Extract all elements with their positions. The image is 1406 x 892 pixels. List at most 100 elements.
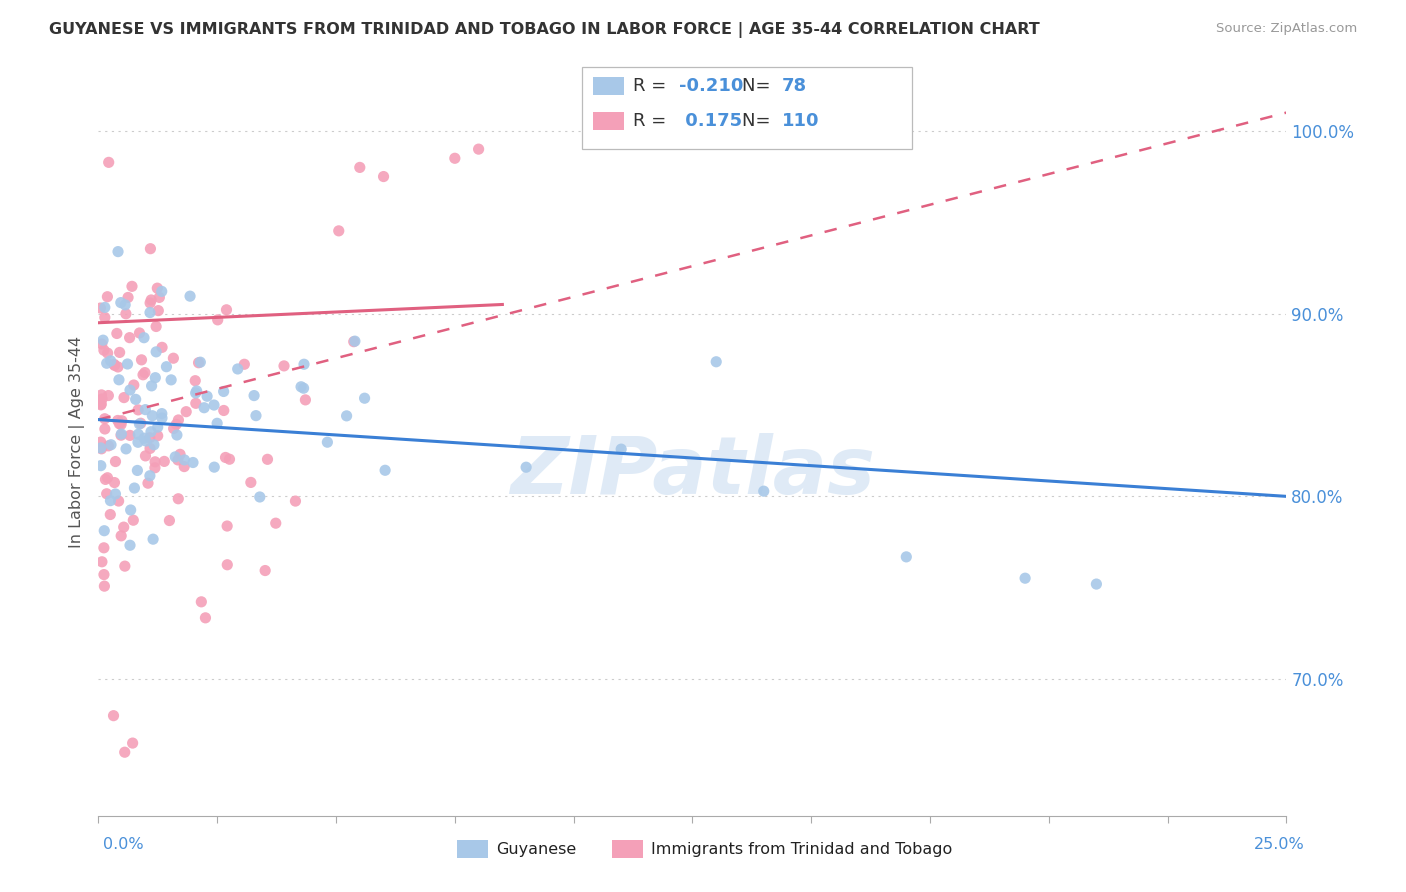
- Point: [127, 463, 149, 477]
- Point: [195, 389, 218, 403]
- Point: [122, 378, 145, 392]
- Point: [217, 519, 239, 533]
- Text: 0.0%: 0.0%: [103, 838, 143, 852]
- Point: [118, 428, 141, 442]
- Text: Source: ZipAtlas.com: Source: ZipAtlas.com: [1216, 22, 1357, 36]
- Point: [146, 281, 169, 295]
- Point: [148, 290, 170, 304]
- Point: [97, 346, 120, 360]
- Point: [128, 417, 150, 431]
- Point: [316, 435, 339, 450]
- Point: [217, 558, 239, 572]
- Point: [108, 417, 131, 431]
- Point: [96, 487, 118, 501]
- Point: [139, 305, 162, 319]
- Point: [139, 425, 162, 439]
- Text: 110: 110: [782, 112, 820, 130]
- Point: [328, 224, 350, 238]
- Point: [143, 370, 166, 384]
- Point: [173, 453, 195, 467]
- Point: [202, 398, 225, 412]
- Point: [141, 293, 163, 307]
- Point: [110, 295, 132, 310]
- Point: [215, 302, 238, 317]
- Point: [93, 343, 115, 358]
- Point: [179, 289, 201, 303]
- Point: [107, 494, 129, 508]
- Point: [115, 307, 138, 321]
- Point: [90, 435, 112, 450]
- Point: [142, 532, 165, 546]
- Point: [233, 357, 256, 371]
- Text: 0.175: 0.175: [679, 112, 742, 130]
- Point: [167, 453, 190, 467]
- Point: [108, 373, 131, 387]
- Point: [155, 359, 177, 374]
- Point: [90, 388, 112, 402]
- Point: [349, 161, 371, 175]
- Point: [139, 431, 162, 445]
- Point: [110, 529, 132, 543]
- Point: [141, 409, 163, 423]
- Point: [107, 244, 129, 259]
- Point: [117, 357, 139, 371]
- Point: [107, 359, 129, 374]
- Point: [117, 290, 139, 304]
- Point: [93, 567, 115, 582]
- Point: [896, 549, 918, 564]
- Point: [188, 355, 211, 369]
- Text: -0.210: -0.210: [679, 77, 744, 95]
- Point: [139, 242, 162, 256]
- Point: [249, 490, 271, 504]
- Point: [131, 352, 153, 367]
- Point: [110, 428, 132, 442]
- Point: [110, 427, 132, 442]
- Point: [96, 356, 118, 370]
- Point: [343, 334, 366, 348]
- Point: [103, 708, 125, 723]
- Point: [97, 155, 120, 169]
- Point: [752, 484, 775, 499]
- Point: [118, 331, 141, 345]
- Point: [264, 516, 287, 531]
- Point: [107, 413, 129, 427]
- Point: [284, 494, 307, 508]
- Point: [292, 381, 315, 395]
- Point: [94, 310, 117, 325]
- Point: [111, 414, 134, 428]
- Point: [104, 454, 127, 468]
- Point: [129, 416, 152, 430]
- Point: [184, 386, 207, 401]
- Point: [90, 458, 112, 473]
- Point: [91, 333, 114, 347]
- Point: [108, 345, 131, 359]
- Point: [118, 383, 141, 397]
- Point: [294, 392, 316, 407]
- Point: [150, 407, 173, 421]
- Point: [148, 303, 170, 318]
- Text: N=: N=: [742, 77, 776, 95]
- Point: [90, 441, 112, 455]
- Text: GUYANESE VS IMMIGRANTS FROM TRINIDAD AND TOBAGO IN LABOR FORCE | AGE 35-44 CORRE: GUYANESE VS IMMIGRANTS FROM TRINIDAD AND…: [49, 22, 1040, 38]
- Point: [150, 411, 173, 425]
- Point: [104, 487, 127, 501]
- Point: [187, 356, 209, 370]
- Point: [214, 450, 236, 465]
- Point: [212, 403, 235, 417]
- Point: [100, 438, 122, 452]
- Point: [139, 296, 162, 310]
- Point: [292, 357, 315, 371]
- Point: [194, 611, 217, 625]
- Point: [212, 384, 235, 399]
- Point: [93, 411, 115, 425]
- Point: [142, 438, 165, 452]
- Point: [165, 450, 187, 464]
- Point: [704, 355, 727, 369]
- Point: [100, 493, 122, 508]
- Point: [444, 151, 467, 165]
- Point: [139, 468, 162, 483]
- Point: [134, 431, 156, 445]
- Point: [150, 285, 173, 299]
- Point: [205, 417, 228, 431]
- Point: [94, 472, 117, 486]
